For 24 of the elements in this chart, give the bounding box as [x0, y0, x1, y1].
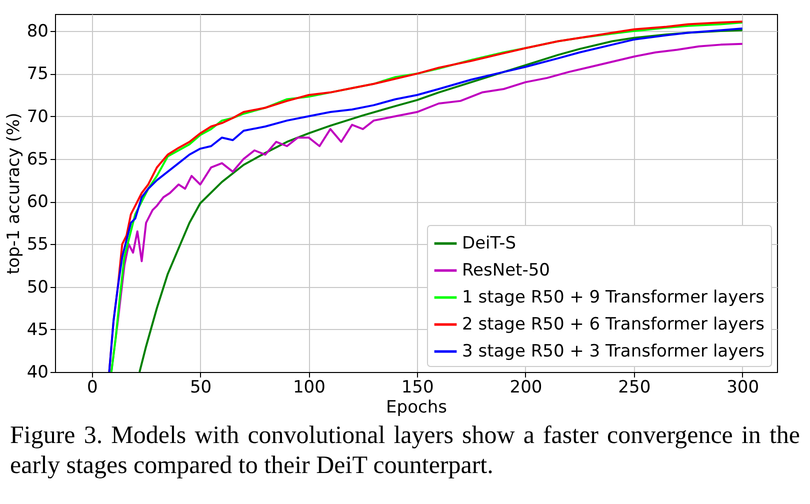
legend-label: ResNet-50	[462, 260, 550, 280]
x-tick-label: 100	[292, 378, 326, 398]
x-tick-label: 50	[190, 378, 212, 398]
y-tick-label: 80	[26, 22, 48, 42]
x-tick-label: 200	[510, 378, 542, 398]
legend-label: 3 stage R50 + 3 Transformer layers	[462, 342, 765, 362]
legend-label: DeiT-S	[462, 234, 516, 254]
x-tick-label: 0	[86, 378, 98, 398]
y-tick-label: 75	[26, 64, 48, 84]
y-tick-label: 45	[26, 320, 48, 340]
y-axis-title: top-1 accuracy (%)	[4, 112, 24, 274]
y-tick-label: 65	[26, 149, 48, 170]
x-tick-label: 250	[618, 378, 651, 398]
legend-label: 1 stage R50 + 9 Transformer layers	[462, 288, 765, 308]
y-tick-label: 60	[26, 192, 48, 212]
legend-label: 2 stage R50 + 6 Transformer layers	[462, 314, 765, 334]
y-tick-label: 50	[26, 277, 48, 298]
x-tick-label: 300	[726, 378, 760, 398]
x-tick-label: 150	[401, 378, 434, 398]
y-tick-label: 40	[26, 362, 48, 382]
x-axis-title: Epochs	[386, 398, 448, 418]
caption: Figure 3. Models with convolutional layers show a faster convergence in the early stages compared to their DeiT counterpart.	[10, 421, 800, 481]
y-tick-label: 70	[26, 106, 48, 127]
y-tick-label: 55	[26, 234, 48, 255]
